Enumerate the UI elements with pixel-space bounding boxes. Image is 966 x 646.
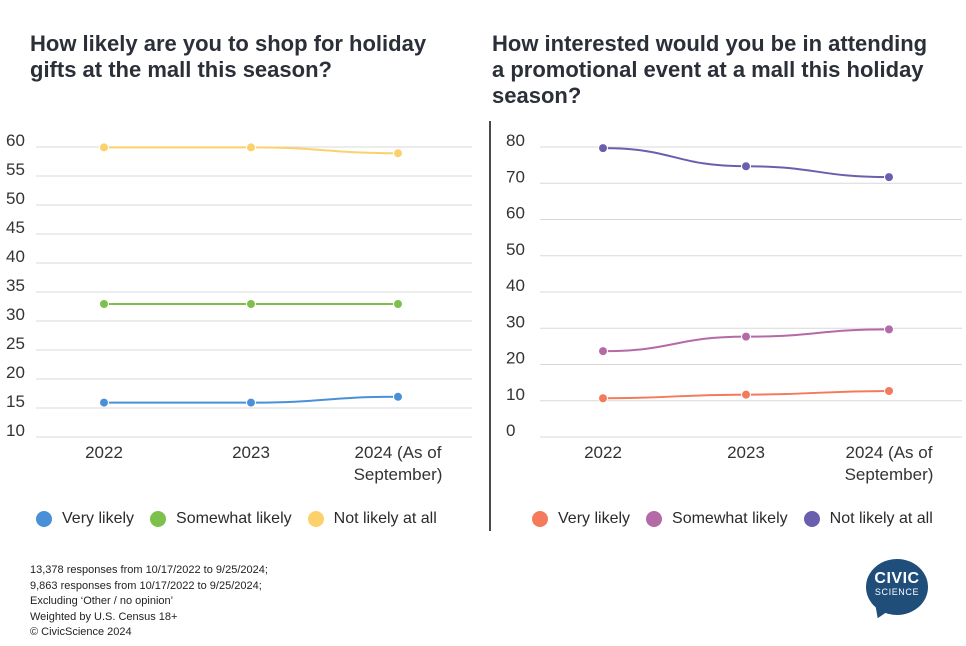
y-tick-label: 50 (506, 240, 525, 259)
x-tick-label: September) (354, 465, 443, 484)
chart-divider (489, 121, 491, 531)
x-tick-label: 2022 (85, 443, 123, 462)
legend-item-very-likely: Very likely (36, 510, 134, 528)
y-tick-label: 0 (506, 421, 515, 440)
data-point (99, 299, 109, 309)
data-point (884, 386, 894, 396)
legend-item-somewhat-likely: Somewhat likely (150, 510, 292, 528)
data-point (246, 299, 256, 309)
legend-item-not-likely: Not likely at all (307, 510, 437, 528)
logo-text-civic: CIVIC (874, 570, 920, 587)
y-tick-label: 30 (506, 312, 525, 331)
legend-item-very-likely: Very likely (532, 510, 630, 528)
data-point (393, 391, 403, 402)
data-point (598, 393, 608, 404)
y-tick-label: 50 (6, 189, 25, 208)
footnote-line: 9,863 responses from 10/17/2022 to 9/25/… (30, 579, 262, 592)
y-tick-label: 10 (6, 421, 25, 440)
x-tick-label: 2024 (As of (355, 443, 442, 462)
legend-label: Somewhat likely (176, 510, 292, 527)
data-point (884, 172, 894, 183)
data-point (741, 331, 751, 342)
legend-label: Very likely (558, 510, 631, 527)
y-tick-label: 60 (6, 131, 25, 150)
y-tick-label: 55 (6, 160, 25, 179)
x-tick-label: 2023 (232, 443, 270, 462)
footnote-line: 13,378 responses from 10/17/2022 to 9/25… (30, 564, 268, 576)
civicscience-logo: CIVIC SCIENCE (866, 559, 932, 625)
y-tick-label: 35 (6, 276, 25, 295)
data-point (246, 142, 256, 153)
data-point (884, 324, 894, 335)
data-point (598, 346, 608, 357)
x-tick-label: 2022 (584, 443, 622, 462)
legend-label: Not likely at all (333, 510, 437, 527)
legend-item-not-likely: Not likely at all (803, 510, 933, 528)
legend-right: Very likely Somewhat likely Not likely a… (532, 510, 949, 528)
y-tick-label: 40 (506, 276, 525, 295)
y-tick-label: 70 (506, 167, 525, 186)
y-tick-label: 80 (506, 131, 525, 150)
data-point (741, 389, 751, 400)
x-tick-label: September) (845, 465, 934, 484)
data-point (393, 299, 403, 309)
legend-label: Not likely at all (829, 510, 933, 527)
footnote-line: Excluding ‘Other / no opinion’ (30, 595, 174, 607)
legend-label: Very likely (62, 510, 135, 527)
source-footnote: 13,378 responses from 10/17/2022 to 9/25… (30, 563, 268, 641)
y-tick-label: 40 (6, 247, 25, 266)
x-tick-label: 2024 (As of (846, 443, 933, 462)
y-tick-label: 20 (506, 349, 525, 368)
footnote-line: © CivicScience 2024 (30, 626, 132, 638)
chart-title-right: How interested would you be in attending… (492, 31, 928, 108)
x-tick-label: 2023 (727, 443, 765, 462)
y-tick-label: 60 (506, 204, 525, 223)
legend-dot (307, 511, 324, 527)
legend-dot (36, 511, 52, 527)
legend-dot (532, 511, 548, 527)
legend-dot (150, 511, 167, 527)
y-tick-label: 20 (6, 363, 25, 382)
y-tick-label: 30 (6, 305, 25, 324)
data-point (393, 148, 403, 159)
legend-dot (803, 511, 820, 527)
logo-bubble: CIVIC SCIENCE (866, 559, 928, 615)
legend-left: Very likely Somewhat likely Not likely a… (36, 510, 453, 528)
legend-label: Somewhat likely (672, 510, 788, 527)
data-point (598, 143, 608, 154)
footnote-line: Weighted by U.S. Census 18+ (30, 610, 178, 623)
legend-dot (646, 511, 663, 527)
y-tick-label: 15 (6, 392, 25, 411)
y-tick-label: 45 (6, 218, 25, 237)
data-point (99, 142, 109, 153)
data-point (246, 397, 256, 408)
data-point (741, 161, 751, 172)
logo-text-science: SCIENCE (874, 587, 920, 597)
legend-item-somewhat-likely: Somewhat likely (646, 510, 788, 528)
data-point (99, 397, 109, 408)
chart-title-left: How likely are you to shop for holiday g… (30, 31, 427, 82)
y-tick-label: 25 (6, 334, 25, 353)
y-tick-label: 10 (506, 385, 525, 404)
